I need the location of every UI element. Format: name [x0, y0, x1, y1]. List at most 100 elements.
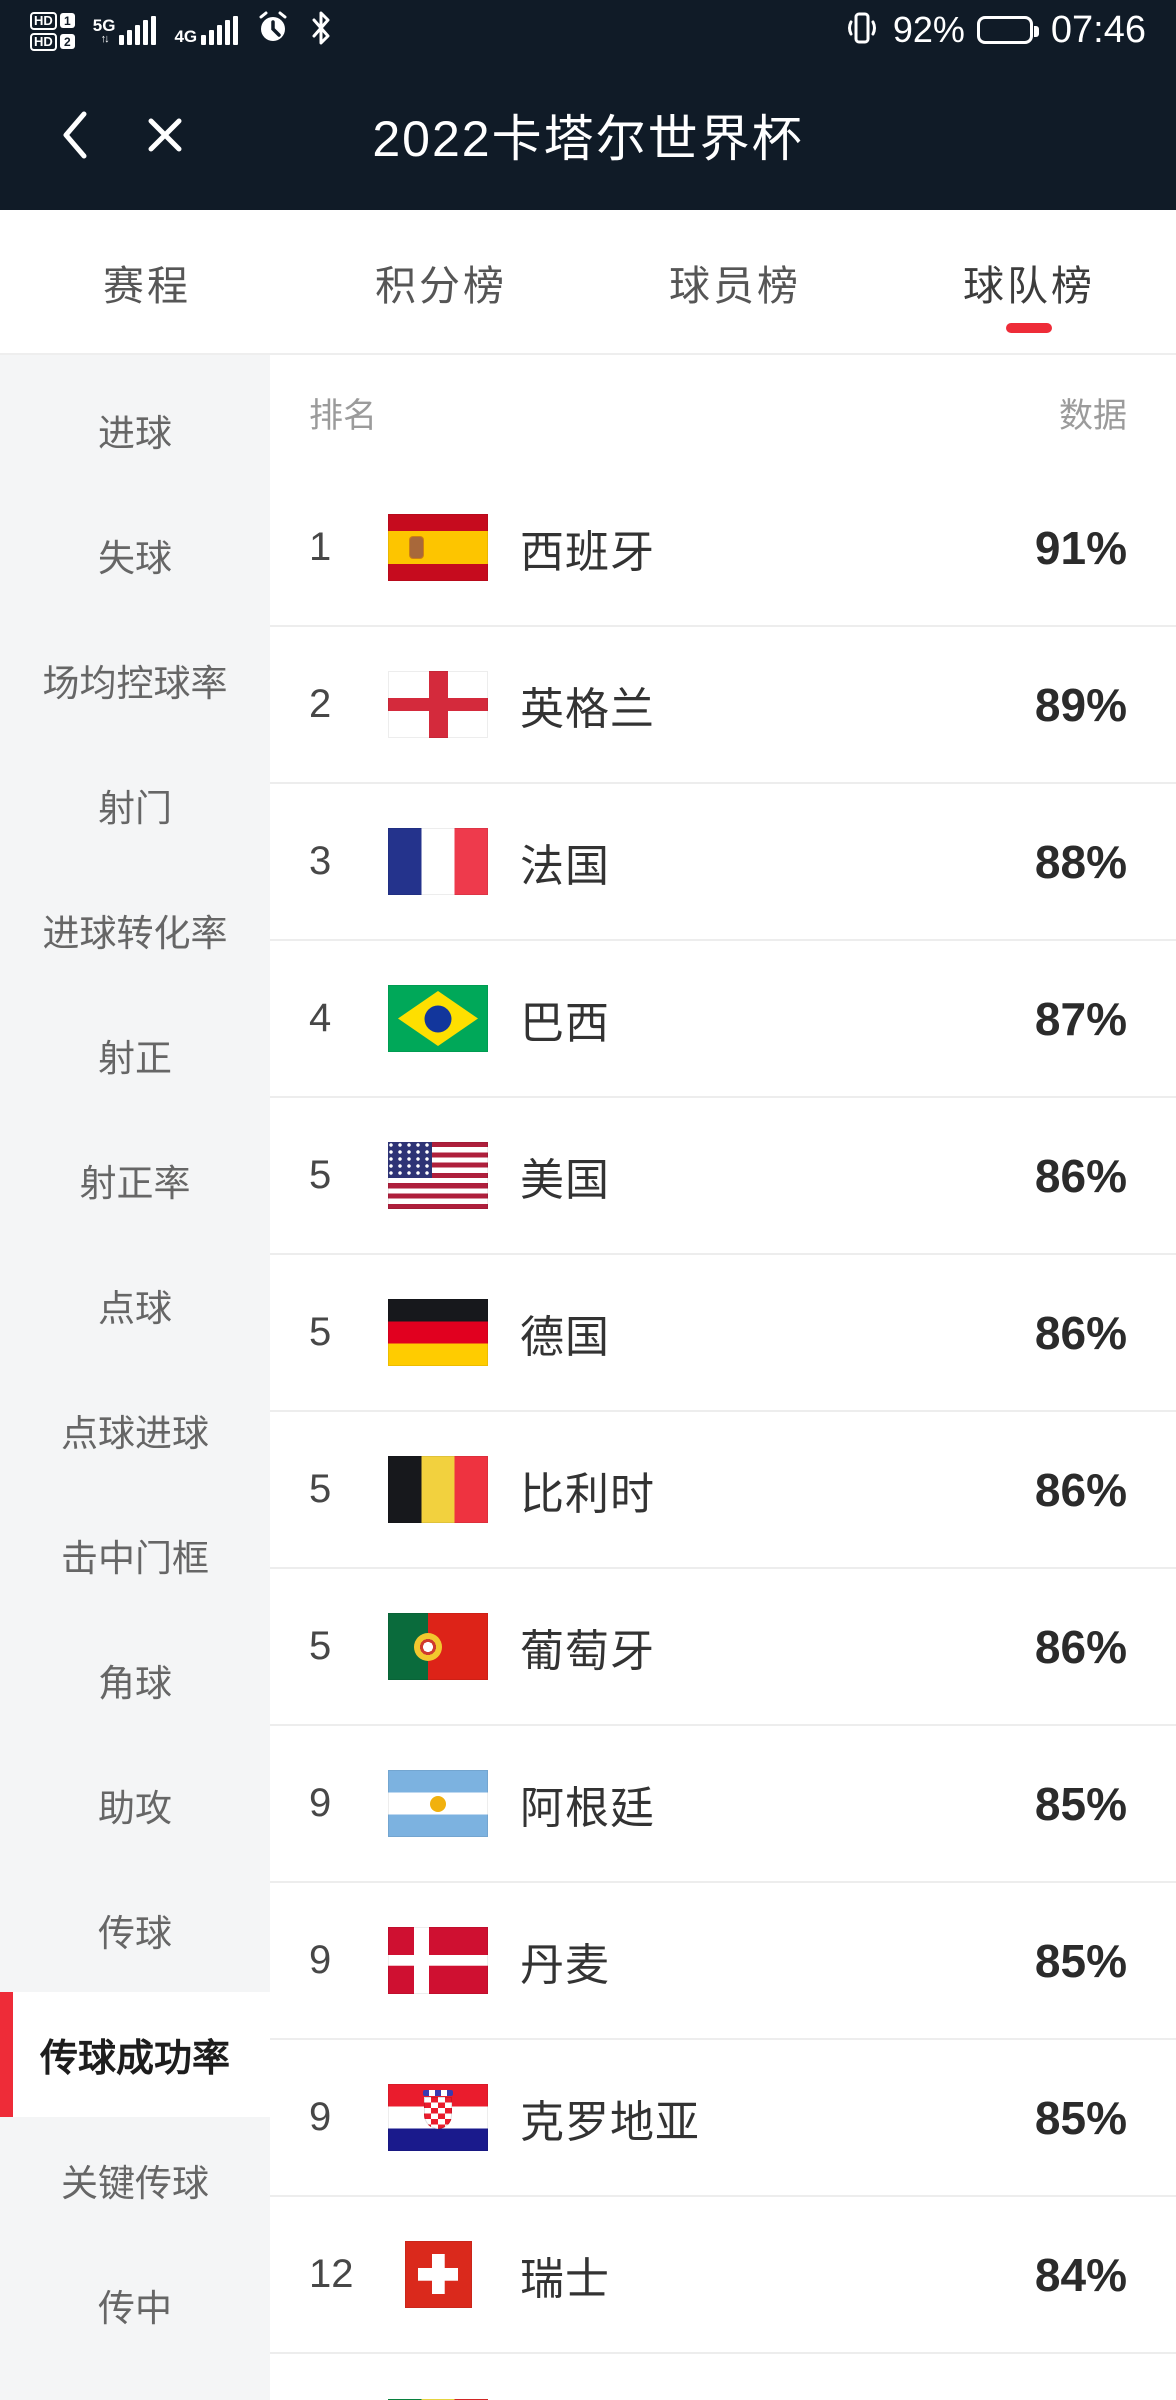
- brazil-flag: [388, 985, 488, 1052]
- usa-flag: [388, 1142, 488, 1209]
- sidebar-item-penalties[interactable]: 点球: [98, 1287, 172, 1329]
- rank-cell: 5: [309, 1467, 332, 1511]
- hd2-icon: HD: [30, 32, 57, 51]
- sidebar-item-shots-on-target[interactable]: 射正: [98, 1037, 172, 1079]
- sidebar-item-corners[interactable]: 角球: [98, 1662, 172, 1704]
- stat-value: 86%: [1034, 1463, 1127, 1516]
- team-name: 比利时: [520, 1469, 655, 1519]
- germany-flag: [388, 1299, 488, 1366]
- close-icon: [148, 118, 182, 152]
- table-row[interactable]: [270, 2354, 1176, 2400]
- sidebar-item-pass-success-rate[interactable]: 传球成功率: [0, 1992, 270, 2117]
- stat-value: 86%: [1034, 1620, 1127, 1673]
- rank-cell: 3: [309, 839, 332, 883]
- denmark-flag: [388, 1927, 488, 1994]
- table-row[interactable]: 9 克罗地亚 85%: [270, 2040, 1176, 2197]
- stat-value: 89%: [1034, 678, 1127, 731]
- team-name: 葡萄牙: [520, 1626, 655, 1676]
- sidebar-item-goals[interactable]: 进球: [98, 412, 172, 454]
- table-row[interactable]: 1 西班牙 91%: [270, 470, 1176, 627]
- status-bar: HD 1 HD 2 5G ↑↓ 4G: [0, 0, 1176, 60]
- table-row[interactable]: 2 英格兰 89%: [270, 627, 1176, 784]
- france-flag: [388, 828, 488, 895]
- table-row[interactable]: 3 法国 88%: [270, 784, 1176, 941]
- hd1-sim-number: 1: [59, 13, 75, 28]
- sidebar-item-penalty-goals[interactable]: 点球进球: [61, 1412, 209, 1454]
- rank-cell: 9: [309, 1938, 332, 1982]
- portugal-flag: [388, 1613, 488, 1680]
- table-row[interactable]: 5 德国 86%: [270, 1255, 1176, 1412]
- stat-value: 85%: [1034, 2091, 1127, 2144]
- rank-cell: 5: [309, 1153, 332, 1197]
- sidebar-item-goal-conversion[interactable]: 进球转化率: [42, 912, 228, 954]
- croatia-flag: [388, 2084, 488, 2151]
- status-right-cluster: 92% 07:46: [843, 9, 1146, 52]
- sidebar-item-on-target-rate[interactable]: 射正率: [79, 1162, 191, 1204]
- table-row[interactable]: 5 比利时 86%: [270, 1412, 1176, 1569]
- team-name: 美国: [520, 1155, 610, 1205]
- stats-sidebar: 进球 失球 场均控球率 射门 进球转化率 射正 射正率 点球 点球进球 击中门框…: [0, 355, 270, 2400]
- status-time: 07:46: [1050, 8, 1146, 51]
- data-column-header: 数据: [1059, 397, 1127, 435]
- stat-value: 84%: [1034, 2248, 1127, 2301]
- england-flag: [388, 671, 488, 738]
- team-name: 英格兰: [520, 684, 655, 734]
- table-row[interactable]: 9 阿根廷 85%: [270, 1726, 1176, 1883]
- team-name: 瑞士: [520, 2254, 610, 2304]
- nav-bar: 2022卡塔尔世界杯: [0, 60, 1176, 210]
- team-name: 阿根廷: [520, 1783, 655, 1833]
- list-header: 排名 数据: [270, 355, 1176, 470]
- team-name: 巴西: [520, 998, 610, 1048]
- sidebar-item-woodwork[interactable]: 击中门框: [61, 1537, 209, 1579]
- sidebar-item-key-passes[interactable]: 关键传球: [61, 2162, 209, 2204]
- stat-value: 85%: [1034, 1777, 1127, 1830]
- hd2-sim-number: 2: [59, 34, 75, 49]
- stat-value: 86%: [1034, 1149, 1127, 1202]
- battery-icon: [976, 16, 1039, 44]
- back-button[interactable]: [40, 90, 110, 180]
- tab-schedule[interactable]: 赛程: [103, 262, 191, 309]
- table-row[interactable]: 4 巴西 87%: [270, 941, 1176, 1098]
- chevron-left-icon: [63, 111, 87, 159]
- table-row[interactable]: 12 瑞士 84%: [270, 2197, 1176, 2354]
- hd-volte-icons: HD 1 HD 2: [30, 11, 75, 51]
- sidebar-item-passes[interactable]: 传球: [98, 1912, 172, 1954]
- alarm-clock-icon: [256, 11, 290, 50]
- sidebar-item-avg-possession[interactable]: 场均控球率: [42, 662, 228, 704]
- sidebar-item-goals-conceded[interactable]: 失球: [98, 537, 172, 579]
- bluetooth-icon: [308, 10, 334, 51]
- team-name: 德国: [520, 1312, 610, 1362]
- hd1-icon: HD: [30, 11, 57, 30]
- rank-cell: 5: [309, 1310, 332, 1354]
- sidebar-item-assists[interactable]: 助攻: [98, 1787, 172, 1829]
- table-row[interactable]: 9 丹麦 85%: [270, 1883, 1176, 2040]
- ranking-list: 排名 数据 1 西班牙 91% 2 英格兰 89% 3 法国 88%: [270, 355, 1176, 2400]
- status-left-cluster: HD 1 HD 2 5G ↑↓ 4G: [30, 10, 334, 51]
- data-arrows-icon: ↑↓: [100, 32, 110, 45]
- sidebar-item-shots[interactable]: 射门: [98, 787, 172, 829]
- rank-cell: 4: [309, 996, 332, 1040]
- tab-teams[interactable]: 球队榜: [882, 210, 1176, 353]
- rank-cell: 9: [309, 1781, 332, 1825]
- team-name: 法国: [520, 841, 610, 891]
- signal-5g-icon: 5G ↑↓: [93, 15, 157, 45]
- table-row[interactable]: 5 葡萄牙 86%: [270, 1569, 1176, 1726]
- signal-4g-icon: 4G: [174, 15, 239, 45]
- tab-standings[interactable]: 积分榜: [375, 262, 507, 309]
- close-button[interactable]: [130, 90, 200, 180]
- rank-cell: 1: [309, 525, 332, 569]
- rank-cell: 5: [309, 1624, 332, 1668]
- stat-value: 87%: [1034, 992, 1127, 1045]
- sidebar-item-crosses[interactable]: 传中: [98, 2287, 172, 2329]
- stat-value: 91%: [1034, 521, 1127, 574]
- vibrate-icon: [843, 9, 881, 52]
- battery-percent: 92%: [892, 9, 965, 50]
- spain-flag: [388, 514, 488, 581]
- switzerland-flag: [404, 2241, 472, 2308]
- rank-cell: 12: [309, 2252, 354, 2296]
- tab-players[interactable]: 球员榜: [669, 262, 801, 309]
- team-name: 克罗地亚: [520, 2097, 700, 2147]
- table-row[interactable]: 5 美国 86%: [270, 1098, 1176, 1255]
- stat-value: 86%: [1034, 1306, 1127, 1359]
